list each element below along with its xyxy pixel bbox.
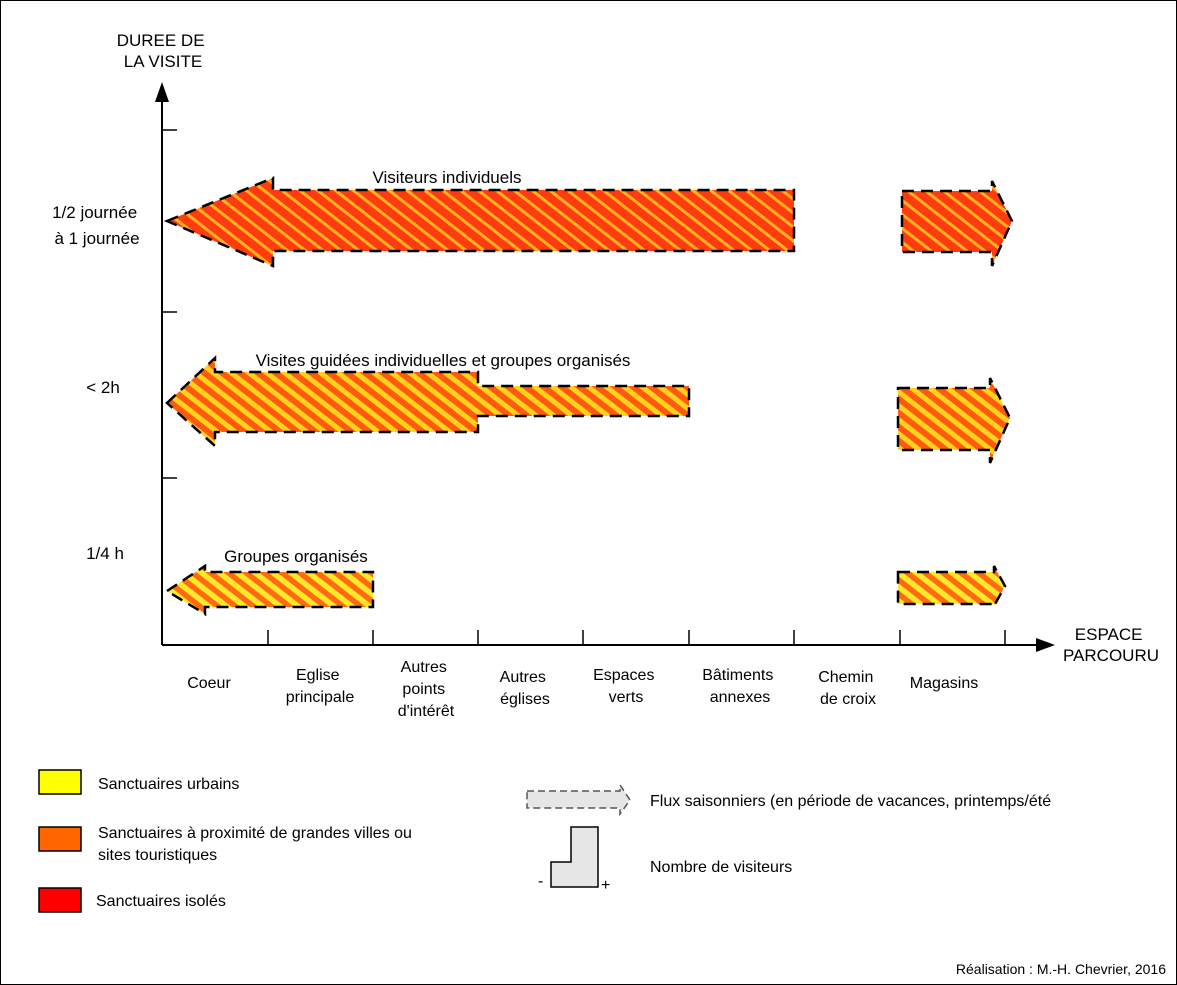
y-level-line: 1/2 journée <box>52 203 137 222</box>
y-level-line: 1/4 h <box>86 544 124 563</box>
legend-seasonal: Flux saisonniers (en période de vacances… <box>526 782 1051 817</box>
legend-line: sites touristiques <box>98 847 217 864</box>
category-line: Chemin <box>818 669 873 686</box>
flow-label: Groupes organisés <box>224 547 368 566</box>
legend-line: Sanctuaires isolés <box>96 893 226 910</box>
flow-arrow-main <box>163 176 796 268</box>
visitor-minus-sign: - <box>538 873 543 890</box>
legend-label: Sanctuaires urbains <box>98 776 239 793</box>
category-line: annexes <box>710 689 771 706</box>
legend-seasonal-label: Flux saisonniers (en période de vacances… <box>650 793 1051 810</box>
legend-colors: Sanctuaires urbains Sanctuaires à proxim… <box>38 769 416 913</box>
category-line: Espaces <box>593 667 654 684</box>
category-label: Espaces verts <box>593 667 659 706</box>
category-line: Autres <box>500 669 546 686</box>
y-level-label: 1/4 h <box>86 544 124 563</box>
category-line: Eglise <box>296 667 340 684</box>
legend-visitors: - + Nombre de visiteurs <box>538 826 792 894</box>
y-axis-arrowhead <box>155 82 169 102</box>
y-axis-title-line: DUREE DE <box>117 31 205 50</box>
y-level-line: à 1 journée <box>54 229 139 248</box>
category-line: points <box>402 681 445 698</box>
flow-arrow-magasins <box>900 180 1014 267</box>
category-labels: Coeur Eglise principale Autres points d'… <box>187 659 978 720</box>
category-line: Magasins <box>910 675 978 692</box>
category-line: Coeur <box>187 675 231 692</box>
x-axis-title: ESPACE PARCOURU <box>1063 625 1159 665</box>
x-axis-title-line: PARCOURU <box>1063 646 1159 665</box>
category-label: Chemin de croix <box>818 669 878 708</box>
flow-groupes-organises: Groupes organisés <box>164 547 1007 617</box>
axes <box>161 100 1042 646</box>
category-line: Bâtiments <box>702 667 773 684</box>
category-line: verts <box>609 689 644 706</box>
y-ticks <box>162 129 177 479</box>
category-label: Autres points d'intérêt <box>398 659 455 720</box>
legend-line: Sanctuaires urbains <box>98 776 239 793</box>
flow-label: Visites guidées individuelles et groupes… <box>256 351 631 370</box>
category-label: Coeur <box>187 675 231 692</box>
legend-swatch-red <box>38 887 82 913</box>
x-axis-title-line: ESPACE <box>1075 625 1143 644</box>
category-label: Bâtiments annexes <box>702 667 778 706</box>
flow-label: Visiteurs individuels <box>373 168 522 187</box>
y-level-label: < 2h <box>86 378 120 397</box>
flow-visites-guidees: Visites guidées individuelles et groupes… <box>165 351 1012 464</box>
credit-text: Réalisation : M.-H. Chevrier, 2016 <box>956 961 1166 977</box>
category-line: de croix <box>820 691 876 708</box>
visitor-count-icon <box>550 826 599 888</box>
category-line: Autres <box>401 659 447 676</box>
flow-visiteurs-individuels: Visiteurs individuels <box>163 168 1014 268</box>
x-axis-arrowhead <box>1036 638 1055 652</box>
seasonal-arrow-icon <box>526 782 631 817</box>
legend-label: Sanctuaires isolés <box>96 893 226 910</box>
visitor-plus-sign: + <box>601 877 610 894</box>
y-axis-title-line: LA VISITE <box>124 52 202 71</box>
category-line: d'intérêt <box>398 703 455 720</box>
legend-swatch-orange <box>38 826 82 852</box>
x-ticks <box>267 630 1006 645</box>
legend-visitors-label: Nombre de visiteurs <box>650 859 792 876</box>
y-level-line: < 2h <box>86 378 120 397</box>
category-line: églises <box>500 691 550 708</box>
flow-arrow-magasins <box>896 377 1012 464</box>
category-label: Magasins <box>910 675 978 692</box>
flow-arrow-main <box>164 563 375 617</box>
y-level-label: 1/2 journée à 1 journée <box>52 203 142 248</box>
category-label: Autres églises <box>500 669 551 708</box>
category-label: Eglise principale <box>286 667 355 706</box>
legend-swatch-yellow <box>38 769 82 795</box>
legend-label: Sanctuaires à proximité de grandes ville… <box>98 825 416 864</box>
legend-line: Sanctuaires à proximité de grandes ville… <box>98 825 412 842</box>
flow-arrow-magasins <box>896 565 1007 607</box>
y-axis-title: DUREE DE LA VISITE <box>117 31 210 71</box>
category-line: principale <box>286 689 355 706</box>
flow-arrow-main <box>165 355 691 449</box>
